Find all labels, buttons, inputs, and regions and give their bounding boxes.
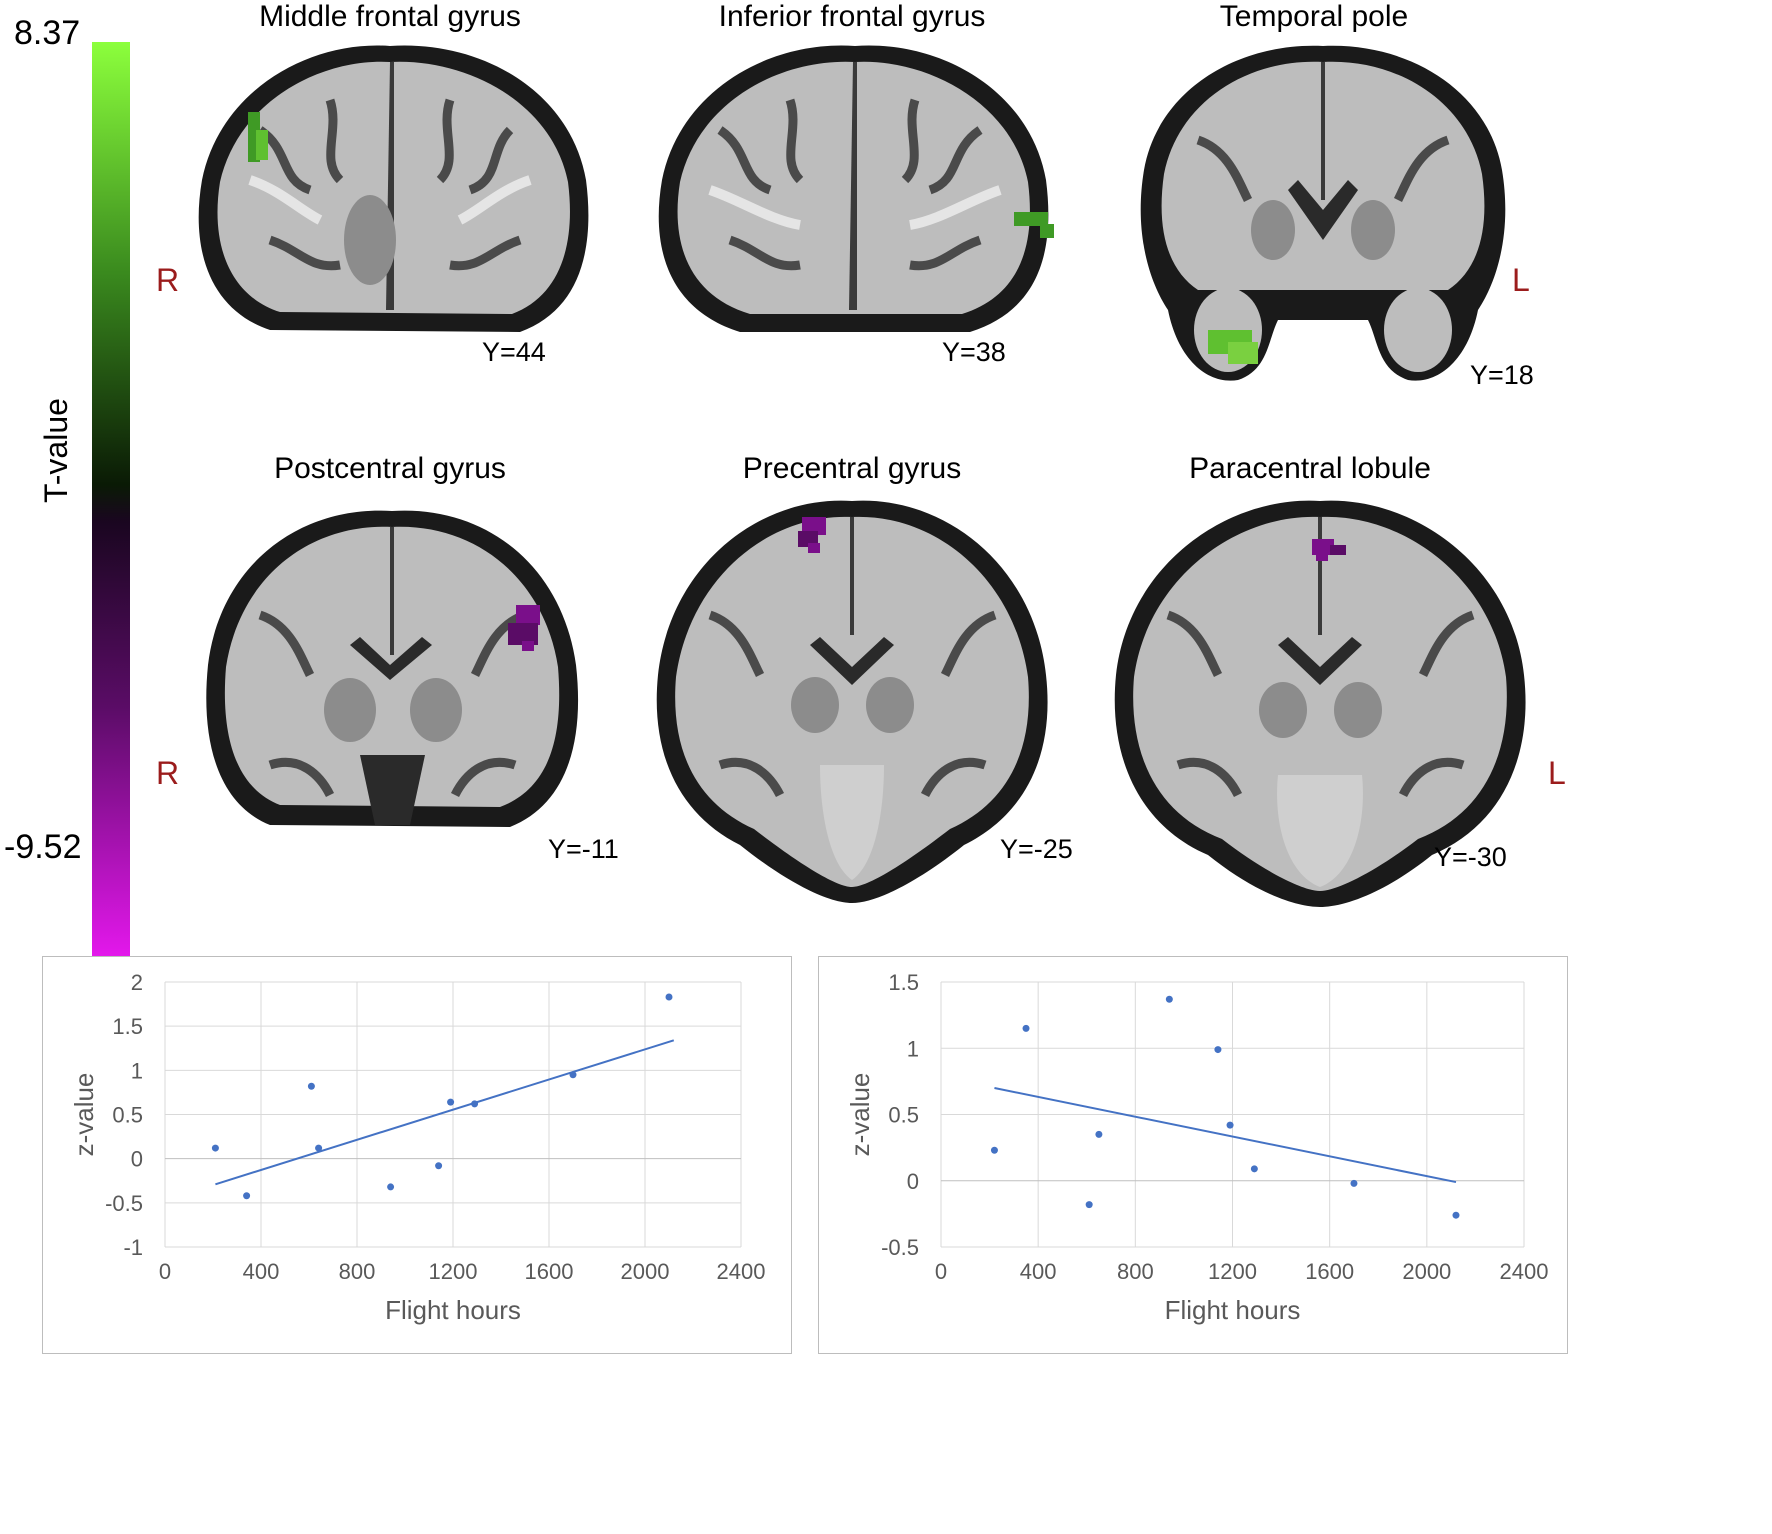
data-point (569, 1071, 577, 1079)
brain-slice-middle-frontal (198, 45, 589, 332)
data-point (1095, 1130, 1103, 1138)
brain-slice-postcentral (206, 510, 579, 827)
x-axis-title: Flight hours (385, 1295, 521, 1325)
slice-label-paracentral: Y=-30 (1434, 842, 1507, 872)
x-axis-title: Flight hours (1165, 1295, 1301, 1325)
orientation-left-top: L (1512, 262, 1530, 298)
x-tick-label: 0 (935, 1259, 947, 1284)
panel-title-paracentral: Paracentral lobule (1189, 452, 1431, 485)
brain-slice-temporal-pole (1140, 45, 1506, 381)
x-tick-label: 1200 (1208, 1259, 1257, 1284)
data-point (1350, 1179, 1358, 1187)
data-point (1022, 1024, 1030, 1032)
data-point (1165, 995, 1173, 1003)
data-point (307, 1082, 315, 1090)
x-tick-label: 0 (159, 1259, 171, 1284)
x-tick-label: 800 (339, 1259, 376, 1284)
y-axis-title: z-value (845, 1073, 875, 1157)
panel-title-middle-frontal: Middle frontal gyrus (259, 0, 521, 33)
scatter-plot-svg-positive: 0 400 800 1200 1600 2000 2400 -1 -0.5 0 0.5 1 1.5 2 Fl… (69, 970, 766, 1325)
x-tick-label: 400 (243, 1259, 280, 1284)
y-tick-label: 0.5 (112, 1103, 143, 1128)
x-tick-label: 1600 (525, 1259, 574, 1284)
x-tick-label: 2400 (717, 1259, 766, 1284)
data-point (1452, 1211, 1460, 1219)
trendline (994, 1087, 1457, 1184)
data-point (387, 1183, 395, 1191)
data-point (211, 1144, 219, 1152)
y-tick-label: 2 (131, 970, 143, 995)
x-tick-label: 400 (1020, 1259, 1057, 1284)
scatter-plot-svg-negative: 0 400 800 1200 1600 2000 2400 -0.5 0 0.5 1 1.5 Fligh… (845, 970, 1549, 1325)
y-axis-title: z-value (69, 1073, 99, 1157)
data-point (1250, 1165, 1258, 1173)
panel-title-precentral: Precentral gyrus (742, 452, 962, 485)
data-point (665, 993, 673, 1001)
data-point (243, 1192, 251, 1200)
x-tick-label: 1200 (429, 1259, 478, 1284)
slice-label-inferior-frontal: Y=38 (942, 337, 1006, 367)
data-point (1214, 1046, 1222, 1054)
slice-label-precentral: Y=-25 (1000, 834, 1073, 864)
x-tick-label: 800 (1117, 1259, 1154, 1284)
data-point (447, 1098, 455, 1106)
y-tick-label: 0 (131, 1147, 143, 1172)
y-tick-label: 1.5 (112, 1014, 143, 1039)
brain-slice-precentral (656, 500, 1048, 903)
data-point (471, 1100, 479, 1108)
colorbar (92, 42, 130, 965)
data-point (435, 1162, 443, 1170)
orientation-right-bottom: R (156, 755, 180, 791)
colorbar-max-label: 8.37 (14, 14, 81, 52)
x-tick-label: 2000 (621, 1259, 670, 1284)
panel-title-temporal-pole: Temporal pole (1219, 0, 1409, 33)
colorbar-title: T-value (38, 398, 74, 503)
y-tick-label: 0.5 (888, 1103, 919, 1128)
y-tick-label: -0.5 (881, 1235, 919, 1260)
panel-title-postcentral: Postcentral gyrus (274, 452, 506, 485)
data-point (990, 1146, 998, 1154)
y-tick-label: 1 (907, 1036, 919, 1061)
scatter-chart-negative: 0 400 800 1200 1600 2000 2400 -0.5 0 0.5 1 1.5 Fligh… (818, 956, 1568, 1354)
scatter-chart-positive: 0 400 800 1200 1600 2000 2400 -1 -0.5 0 0.5 1 1.5 2 Fl… (42, 956, 792, 1354)
slice-label-middle-frontal: Y=44 (482, 337, 546, 367)
y-tick-label: -0.5 (105, 1191, 143, 1216)
brain-slice-inferior-frontal (658, 45, 1054, 332)
y-tick-label: -1 (123, 1235, 143, 1260)
y-tick-label: 1.5 (888, 970, 919, 995)
panel-title-inferior-frontal: Inferior frontal gyrus (718, 0, 986, 33)
brain-slice-paracentral (1114, 500, 1526, 907)
slice-label-postcentral: Y=-11 (548, 834, 619, 864)
data-point (1226, 1121, 1234, 1129)
orientation-left-bottom: L (1548, 755, 1566, 791)
trendline (215, 1039, 675, 1186)
x-tick-label: 2000 (1402, 1259, 1451, 1284)
orientation-right-top: R (156, 262, 180, 298)
x-tick-label: 1600 (1305, 1259, 1354, 1284)
y-tick-label: 1 (131, 1058, 143, 1083)
colorbar-min-label: -9.52 (4, 828, 82, 866)
slice-label-temporal-pole: Y=18 (1470, 360, 1534, 390)
data-point (1085, 1201, 1093, 1209)
data-point (315, 1144, 323, 1152)
x-tick-label: 2400 (1500, 1259, 1549, 1284)
y-tick-label: 0 (907, 1169, 919, 1194)
